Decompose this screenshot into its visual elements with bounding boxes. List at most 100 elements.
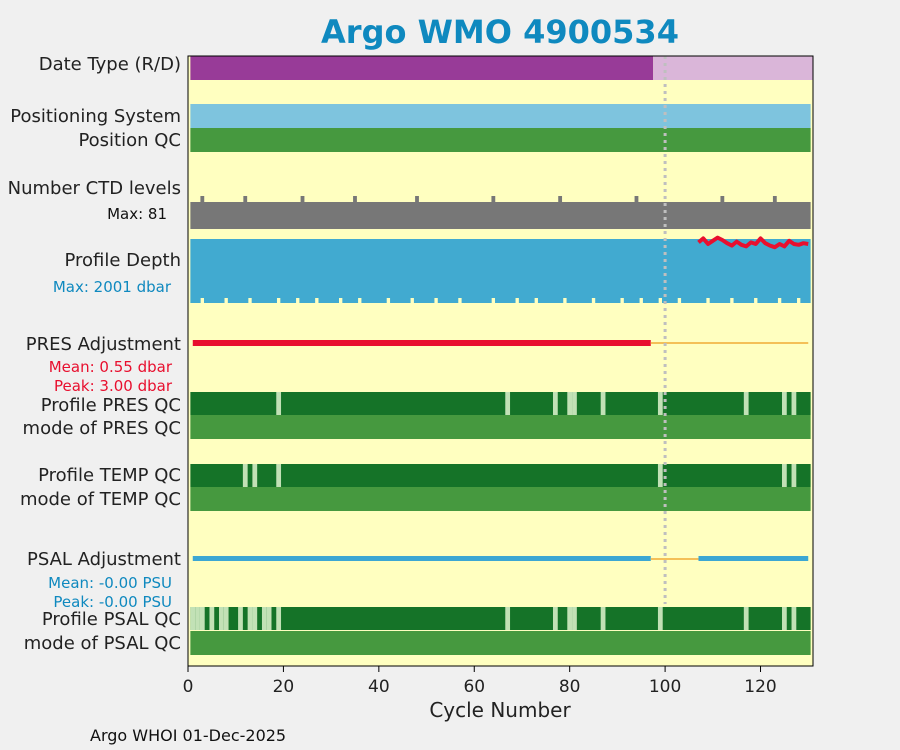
ctd-notch-13 [434, 196, 438, 202]
profile-pres-qc-light-8 [781, 392, 787, 415]
label-date-type: Date Type (R/D) [39, 54, 181, 75]
profile-temp-qc-bar [190, 464, 811, 487]
ctd-notch-15 [491, 196, 496, 202]
depth-notch-10 [434, 298, 438, 303]
ctd-notch-26 [749, 196, 753, 202]
profile-psal-qc-light-3 [209, 607, 215, 630]
depth-notch-3 [276, 298, 281, 303]
ctd-notch-22 [658, 196, 663, 202]
label-positioning-system: Positioning System [10, 106, 181, 127]
x-axis-label: Cycle Number [429, 698, 571, 722]
pres-adjustment-line [192, 340, 651, 346]
depth-notch-13 [515, 298, 519, 303]
mode-temp-qc-bar [190, 487, 811, 511]
ctd-notch-2 [229, 196, 233, 202]
label-pres-adjustment: PRES Adjustment [26, 334, 181, 355]
ctd-notch-19 [577, 196, 582, 202]
profile-pres-qc-light-9 [791, 392, 797, 415]
label-psal-adjustment: PSAL Adjustment [27, 549, 181, 570]
profile-psal-qc-light-8 [252, 607, 258, 630]
row-labels: Date Type (R/D) Positioning System Positio… [8, 54, 181, 654]
profile-psal-qc-light-15 [572, 607, 577, 630]
profile-pres-qc-light-7 [743, 392, 749, 415]
profile-psal-qc-light-6 [238, 607, 243, 630]
ctd-notch-28 [787, 196, 792, 202]
x-tick-label-3: 60 [463, 677, 485, 697]
profile-depth-red-line [697, 235, 809, 250]
depth-notch-2 [248, 298, 252, 303]
label-mode-temp-qc: mode of TEMP QC [20, 489, 181, 510]
depth-notch-19 [658, 298, 662, 303]
ctd-notch-27 [772, 196, 777, 202]
profile-psal-qc-light-11 [276, 607, 282, 630]
profile-pres-qc-light-1 [505, 392, 511, 415]
depth-notch-5 [315, 298, 319, 303]
ctd-notch-3 [243, 196, 248, 202]
profile-psal-qc-light-10 [266, 607, 272, 630]
label-mode-psal-qc: mode of PSAL QC [24, 633, 181, 654]
ctd-notch-5 [271, 196, 276, 202]
depth-notch-17 [620, 298, 624, 303]
plot-border [187, 55, 814, 667]
ctd-notch-24 [720, 196, 725, 202]
ctd-notch-11 [396, 196, 400, 202]
profile-pres-qc-light-2 [552, 392, 558, 415]
profile-psal-qc-bar [190, 607, 811, 630]
date-type-segment-0 [190, 56, 654, 80]
profile-pres-qc-bar [190, 392, 811, 415]
x-tick-label-4: 80 [559, 677, 581, 697]
profile-psal-qc-light-13 [552, 607, 558, 630]
profile-temp-qc-light-4 [781, 464, 787, 487]
x-axis: 0 20 40 60 80 100 120 [183, 666, 777, 697]
label-pres-mean: Mean: 0.55 dbar [49, 358, 173, 376]
depth-notch-7 [358, 298, 362, 303]
profile-temp-qc-light-2 [276, 464, 282, 487]
depth-notch-25 [797, 298, 801, 303]
ctd-notch-20 [596, 196, 601, 202]
profile-psal-qc-light-14 [567, 607, 573, 630]
profile-temp-qc-light-1 [252, 464, 258, 487]
depth-notch-12 [491, 298, 496, 303]
ctd-notch-21 [634, 196, 639, 202]
depth-notch-24 [777, 298, 782, 303]
profile-psal-qc-light-7 [247, 607, 253, 630]
profile-psal-qc-light-5 [223, 607, 229, 630]
ctd-notch-10 [376, 196, 381, 202]
x-tick-label-5: 100 [649, 677, 681, 697]
ctd-notch-25 [739, 196, 744, 202]
ctd-notch-1 [214, 196, 219, 202]
depth-notch-20 [677, 298, 682, 303]
ctd-levels-bar [190, 202, 811, 229]
plot-background [188, 56, 813, 666]
mode-pres-qc-bar [190, 415, 811, 439]
depth-notch-8 [386, 298, 391, 303]
label-position-qc: Position QC [78, 130, 181, 151]
chart-title: Argo WMO 4900534 [321, 13, 679, 51]
footer-text: Argo WHOI 01-Dec-2025 [90, 726, 286, 745]
ctd-notch-6 [300, 196, 305, 202]
position-qc-bar [190, 128, 811, 152]
profile-pres-qc-light-0 [276, 392, 282, 415]
depth-notch-6 [339, 298, 343, 303]
ctd-notch-23 [687, 196, 691, 202]
profile-psal-qc-light-1 [195, 607, 200, 630]
profile-psal-qc-light-18 [743, 607, 749, 630]
ctd-notch-8 [333, 196, 338, 202]
profile-pres-qc-light-5 [600, 392, 606, 415]
ctd-notch-16 [510, 196, 515, 202]
label-ctd-levels: Number CTD levels [8, 178, 181, 199]
x-tick-label-1: 20 [273, 677, 295, 697]
depth-notch-14 [534, 298, 538, 303]
label-profile-pres-qc: Profile PRES QC [41, 395, 181, 416]
label-mode-pres-qc: mode of PRES QC [23, 418, 181, 439]
ctd-notch-4 [257, 196, 262, 202]
psal-adjustment-line-0 [192, 556, 651, 561]
x-tick-label-6: 120 [744, 677, 776, 697]
profile-pres-qc-light-6 [657, 392, 663, 415]
x-tick-label-2: 40 [368, 677, 390, 697]
depth-notch-11 [458, 298, 462, 303]
profile-psal-qc-light-16 [600, 607, 606, 630]
label-psal-peak: Peak: -0.00 PSU [53, 593, 172, 611]
profile-psal-qc-light-0 [190, 607, 196, 630]
profile-temp-qc-light-0 [242, 464, 248, 487]
